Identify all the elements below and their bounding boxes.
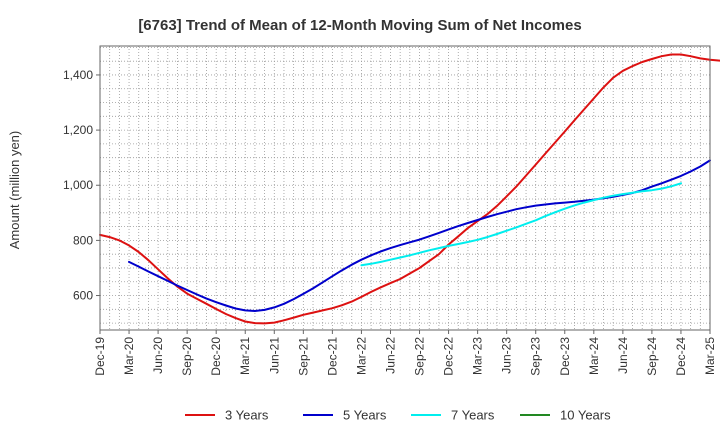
- x-tick-label: Jun-23: [500, 337, 514, 374]
- x-tick-label: Jun-24: [616, 337, 630, 374]
- x-tick-label: Sep-20: [180, 337, 194, 376]
- x-tick-label: Dec-23: [558, 337, 572, 376]
- legend: 3 Years 5 Years 7 Years 10 Years: [185, 408, 611, 423]
- x-axis-ticks: Dec-19 Mar-20 Jun-20 Sep-20 Dec-20 Mar-21 Jun-…: [93, 330, 717, 376]
- x-tick-label: Dec-22: [442, 337, 456, 376]
- y-tick-label: 1,200: [63, 123, 93, 137]
- series-line-5-years: [128, 159, 711, 312]
- legend-label: 10 Years: [560, 408, 611, 423]
- x-tick-label: Dec-19: [93, 337, 107, 376]
- x-tick-label: Dec-20: [209, 337, 223, 376]
- y-axis-ticks: 600 800 1,000 1,200 1,400: [63, 68, 100, 303]
- y-tick-label: 600: [73, 289, 93, 303]
- x-tick-label: Sep-23: [529, 337, 543, 376]
- x-tick-label: Dec-24: [674, 337, 688, 376]
- x-tick-label: Mar-21: [238, 337, 252, 375]
- chart-title: [6763] Trend of Mean of 12-Month Moving …: [138, 17, 581, 34]
- series-line-7-years: [360, 182, 682, 267]
- x-tick-label: Sep-24: [645, 337, 659, 376]
- x-tick-label: Mar-20: [122, 337, 136, 375]
- y-axis-label: Amount (million yen): [7, 131, 22, 250]
- x-tick-label: Sep-21: [296, 337, 310, 376]
- y-tick-label: 800: [73, 233, 93, 247]
- grid: [99, 46, 711, 330]
- series-line-3-years: [99, 53, 720, 325]
- y-tick-label: 1,400: [63, 68, 93, 82]
- legend-label: 5 Years: [343, 408, 387, 423]
- x-tick-label: Dec-21: [325, 337, 339, 376]
- x-tick-label: Sep-22: [413, 337, 427, 376]
- x-tick-label: Mar-24: [587, 337, 601, 375]
- x-tick-label: Jun-21: [267, 337, 281, 374]
- legend-label: 7 Years: [451, 408, 495, 423]
- x-tick-label: Jun-22: [383, 337, 397, 374]
- series-lines: [99, 53, 720, 325]
- legend-label: 3 Years: [225, 408, 269, 423]
- y-tick-label: 1,000: [63, 178, 93, 192]
- x-tick-label: Mar-22: [354, 337, 368, 375]
- plot-frame: [99, 45, 711, 331]
- x-tick-label: Jun-20: [151, 337, 165, 374]
- x-tick-label: Mar-23: [471, 337, 485, 375]
- x-tick-label: Mar-25: [703, 337, 717, 375]
